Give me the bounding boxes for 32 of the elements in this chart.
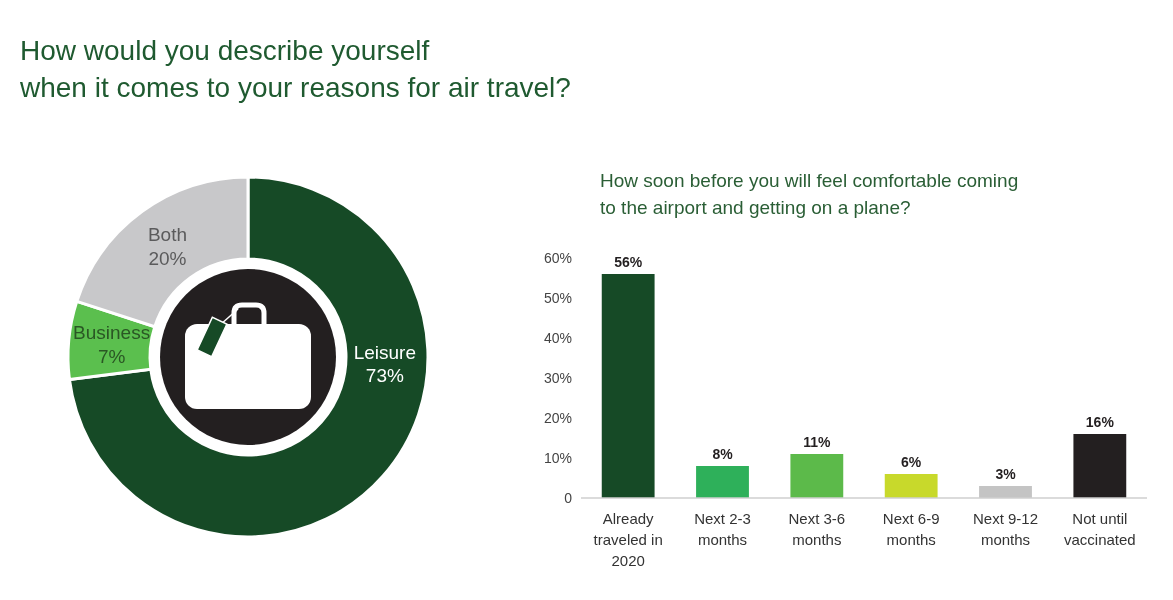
chart-title: How would you describe yourself when it comes to your reasons for air travel? xyxy=(19,35,571,103)
x-tick-label: Next 2-3 months xyxy=(694,510,751,548)
slice-label: Leisure xyxy=(353,341,416,363)
x-tick-label: Next 9-12 months xyxy=(972,510,1039,548)
y-tick-label: 40% xyxy=(543,329,572,346)
x-tick-label: Not until vaccinated xyxy=(1063,510,1136,548)
data-label: 8% xyxy=(712,446,734,462)
y-tick-label: 20% xyxy=(543,409,572,426)
chart-title: How soon before you will feel comfortable coming to the airport and getting on a plane? xyxy=(600,170,1019,218)
slice-label: Both xyxy=(147,223,188,245)
bar xyxy=(790,454,844,498)
bar xyxy=(696,466,749,498)
x-tick-label: Already traveled in 2020 xyxy=(593,510,663,569)
data-label: 73% xyxy=(365,365,404,387)
data-label: 6% xyxy=(901,454,922,470)
x-tick-label: Next 6-9 months xyxy=(882,510,940,548)
data-label: 20% xyxy=(148,247,187,269)
data-label: 56% xyxy=(614,254,643,270)
data-label: 11% xyxy=(803,434,832,450)
y-tick-label: 0 xyxy=(564,489,573,506)
data-label: 16% xyxy=(1085,414,1115,430)
y-tick-label: 50% xyxy=(543,289,572,306)
bar xyxy=(884,474,938,498)
bar xyxy=(1073,434,1127,498)
y-tick-label: 10% xyxy=(543,449,572,466)
bar xyxy=(601,274,655,498)
data-label: 7% xyxy=(97,345,126,367)
data-label: 3% xyxy=(995,466,1017,482)
y-tick-label: 30% xyxy=(543,369,572,386)
y-tick-label: 60% xyxy=(543,249,572,266)
slice-label: Business xyxy=(73,321,151,343)
x-tick-label: Next 3-6 months xyxy=(788,510,846,548)
